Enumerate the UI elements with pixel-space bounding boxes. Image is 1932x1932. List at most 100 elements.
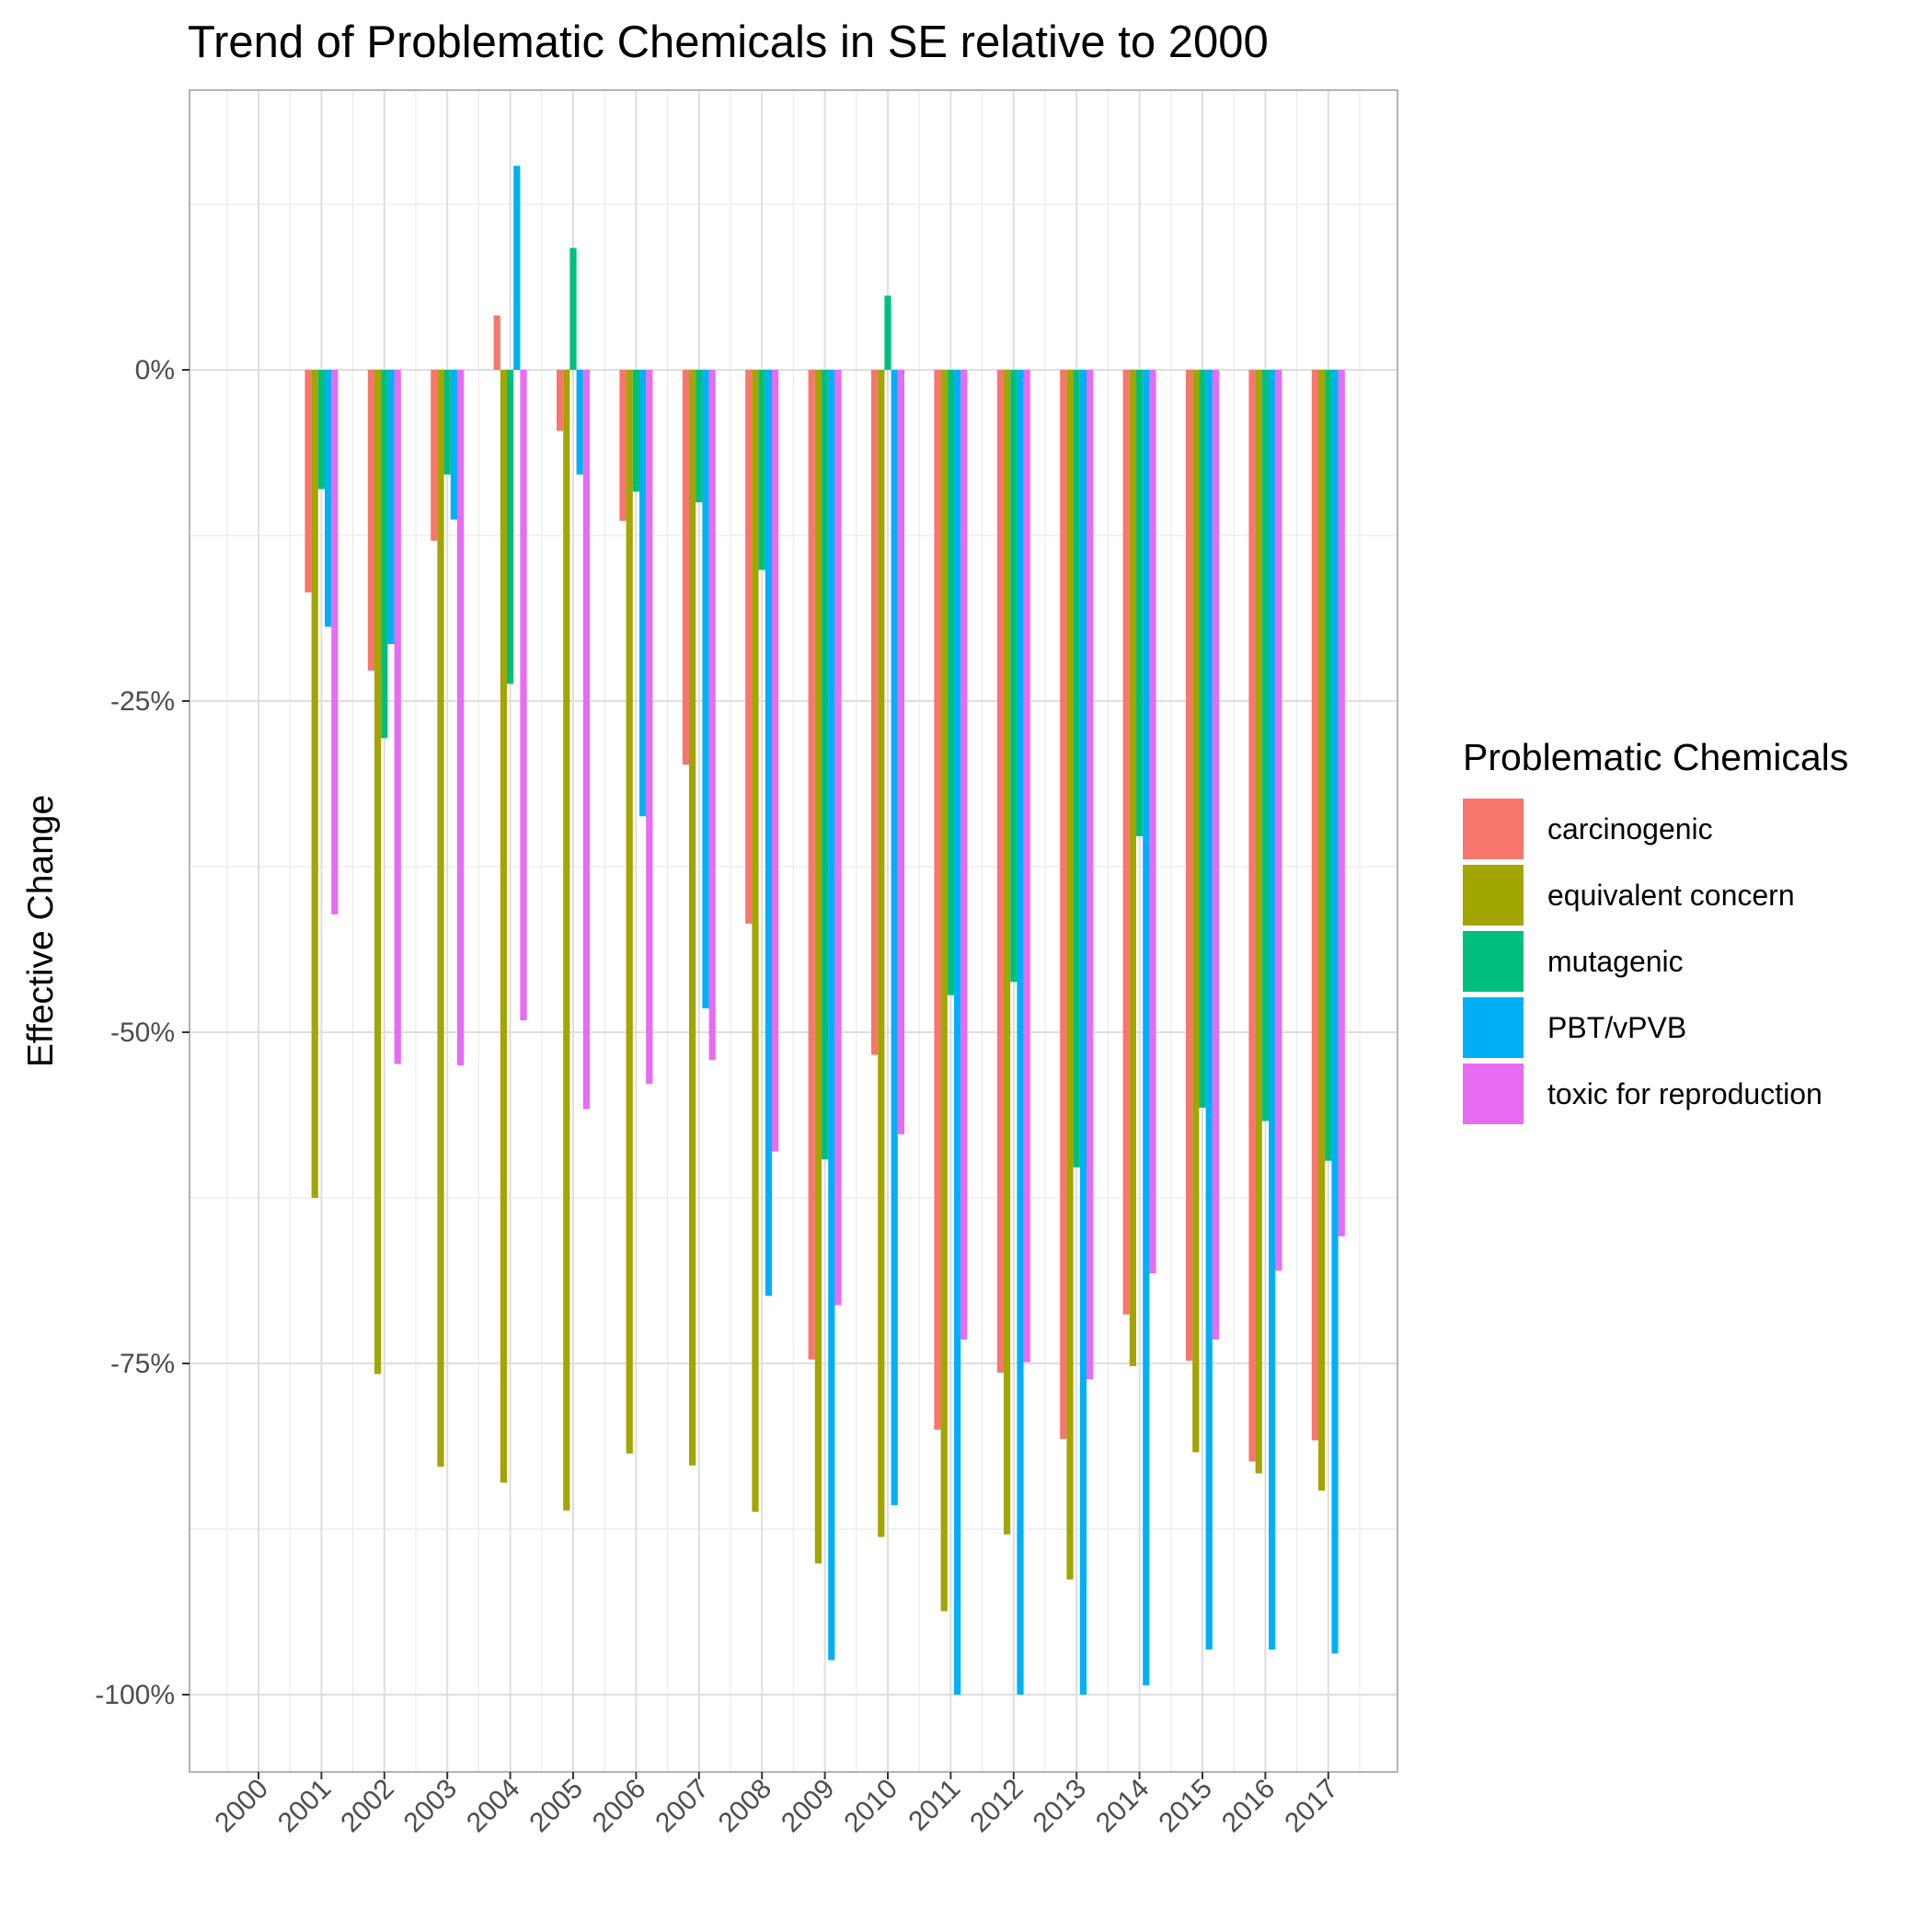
bar-toxic-for-reproduction-2005: [582, 370, 590, 1110]
x-tick-label: 2008: [713, 1774, 778, 1839]
y-tick-label: -75%: [110, 1349, 175, 1379]
bar-carcinogenic-2011: [934, 370, 941, 1430]
bar-mutagenic-2010: [884, 295, 891, 370]
bar-carcinogenic-2007: [682, 370, 689, 765]
bar-mutagenic-2003: [443, 370, 451, 475]
y-tick-label: -50%: [110, 1018, 175, 1048]
legend-swatch-equivalent-concern: [1463, 865, 1524, 926]
bar-equivalent-concern-2007: [689, 370, 696, 1466]
legend-label: PBT/vPVB: [1547, 1011, 1686, 1044]
bar-mutagenic-2013: [1073, 370, 1080, 1167]
x-tick-label: 2010: [838, 1774, 903, 1839]
bar-pbt-vpvb-2009: [828, 370, 835, 1661]
bar-mutagenic-2007: [696, 370, 703, 502]
x-tick-label: 2012: [964, 1774, 1029, 1839]
bar-carcinogenic-2002: [367, 370, 374, 671]
bar-mutagenic-2016: [1261, 370, 1269, 1121]
bar-carcinogenic-2006: [619, 370, 627, 522]
legend-swatch-carcinogenic: [1463, 799, 1524, 859]
bar-toxic-for-reproduction-2001: [331, 370, 339, 914]
y-tick-label: -25%: [110, 686, 175, 717]
plot-panel: 0%-25%-50%-75%-100%200020012002200320042…: [95, 89, 1398, 1839]
bar-carcinogenic-2009: [808, 370, 815, 1360]
bar-equivalent-concern-2003: [437, 370, 444, 1467]
x-tick-label: 2002: [335, 1774, 400, 1839]
bar-mutagenic-2002: [381, 370, 388, 739]
bar-toxic-for-reproduction-2016: [1275, 370, 1282, 1271]
bar-pbt-vpvb-2010: [891, 370, 898, 1506]
x-tick-label: 2003: [398, 1774, 464, 1839]
bar-pbt-vpvb-2017: [1331, 370, 1339, 1654]
bar-equivalent-concern-2013: [1066, 370, 1074, 1580]
x-tick-label: 2000: [209, 1774, 274, 1839]
bar-mutagenic-2005: [569, 247, 577, 370]
bar-toxic-for-reproduction-2003: [457, 370, 465, 1065]
bar-toxic-for-reproduction-2006: [646, 370, 653, 1085]
bar-pbt-vpvb-2008: [765, 370, 772, 1296]
bar-toxic-for-reproduction-2013: [1087, 370, 1094, 1380]
legend-label: equivalent concern: [1547, 879, 1795, 912]
bar-mutagenic-2008: [758, 370, 765, 570]
y-tick-label: -100%: [95, 1680, 175, 1710]
bar-equivalent-concern-2011: [940, 370, 948, 1612]
bar-toxic-for-reproduction-2012: [1023, 370, 1030, 1363]
bar-equivalent-concern-2009: [814, 370, 822, 1564]
bar-pbt-vpvb-2016: [1269, 370, 1276, 1650]
legend-swatch-mutagenic: [1463, 931, 1524, 992]
legend-title: Problematic Chemicals: [1463, 736, 1848, 778]
bar-carcinogenic-2010: [871, 370, 879, 1055]
bar-carcinogenic-2003: [431, 370, 438, 541]
bar-mutagenic-2004: [507, 370, 514, 684]
bar-equivalent-concern-2001: [311, 370, 318, 1198]
legend-label: mutagenic: [1547, 945, 1684, 978]
bar-toxic-for-reproduction-2007: [708, 370, 716, 1061]
bar-carcinogenic-2017: [1311, 370, 1318, 1441]
bar-equivalent-concern-2014: [1129, 370, 1136, 1366]
bar-toxic-for-reproduction-2009: [834, 370, 842, 1305]
bar-pbt-vpvb-2014: [1143, 370, 1150, 1685]
bar-pbt-vpvb-2011: [954, 370, 961, 1695]
x-tick-label: 2013: [1028, 1774, 1093, 1839]
bar-toxic-for-reproduction-2004: [520, 370, 527, 1021]
bar-pbt-vpvb-2001: [325, 370, 332, 627]
bar-toxic-for-reproduction-2014: [1149, 370, 1156, 1274]
bar-carcinogenic-2014: [1122, 370, 1130, 1315]
bar-carcinogenic-2008: [745, 370, 753, 924]
bar-equivalent-concern-2005: [563, 370, 570, 1511]
bar-equivalent-concern-2002: [374, 370, 382, 1374]
panel-border: [189, 89, 1398, 1773]
bar-mutagenic-2009: [822, 370, 829, 1160]
bar-equivalent-concern-2004: [500, 370, 507, 1483]
bar-equivalent-concern-2016: [1255, 370, 1262, 1474]
x-tick-label: 2007: [650, 1774, 715, 1839]
x-tick-label: 2001: [272, 1774, 338, 1839]
bar-pbt-vpvb-2002: [387, 370, 395, 645]
bar-pbt-vpvb-2004: [513, 166, 521, 370]
x-tick-label: 2011: [903, 1774, 966, 1837]
bar-equivalent-concern-2015: [1192, 370, 1200, 1453]
bar-toxic-for-reproduction-2011: [960, 370, 968, 1340]
bar-carcinogenic-2004: [493, 315, 500, 370]
bar-mutagenic-2001: [317, 370, 325, 489]
x-tick-label: 2015: [1153, 1774, 1218, 1839]
x-tick-label: 2009: [776, 1774, 841, 1839]
x-tick-label: 2014: [1090, 1774, 1156, 1839]
bar-equivalent-concern-2006: [626, 370, 633, 1454]
x-tick-label: 2006: [587, 1774, 652, 1839]
bar-mutagenic-2015: [1199, 370, 1206, 1109]
x-tick-label: 2016: [1216, 1774, 1282, 1839]
bar-toxic-for-reproduction-2015: [1212, 370, 1219, 1340]
bar-carcinogenic-2016: [1248, 370, 1256, 1462]
legend-label: toxic for reproduction: [1547, 1077, 1823, 1110]
bar-carcinogenic-2005: [557, 370, 564, 431]
bar-pbt-vpvb-2007: [702, 370, 709, 1009]
y-axis-title: Effective Change: [21, 795, 61, 1067]
bar-toxic-for-reproduction-2010: [897, 370, 904, 1134]
bar-equivalent-concern-2010: [878, 370, 885, 1537]
bar-pbt-vpvb-2012: [1017, 370, 1024, 1695]
bar-carcinogenic-2013: [1060, 370, 1067, 1440]
bar-carcinogenic-2012: [996, 370, 1004, 1374]
legend-swatch-pbt-vpvb: [1463, 997, 1524, 1058]
bar-carcinogenic-2015: [1186, 370, 1193, 1362]
chart-title: Trend of Problematic Chemicals in SE rel…: [188, 17, 1269, 67]
